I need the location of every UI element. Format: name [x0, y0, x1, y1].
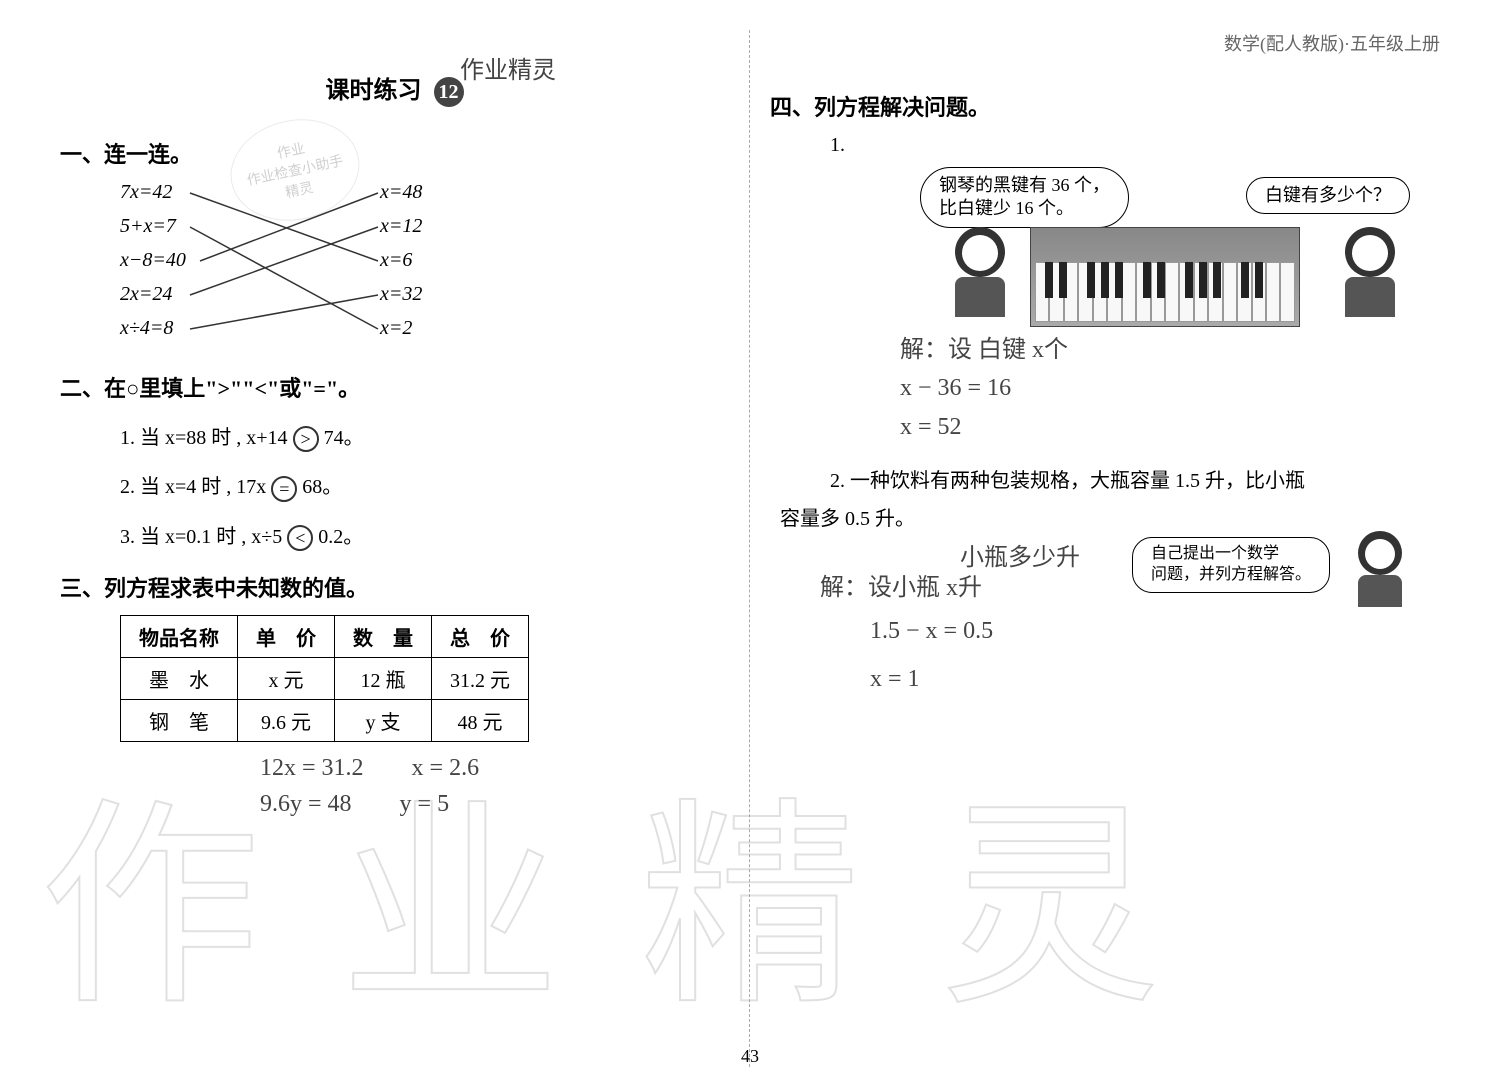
table-header-cell: 物品名称: [121, 616, 238, 658]
handwritten-line: x = 1: [870, 655, 1440, 703]
compare-pre: 1. 当 x=88 时 , x+14: [120, 427, 293, 449]
piano-black-key: [1143, 262, 1151, 298]
q4-p2-text-a: 2. 一种饮料有两种包装规格，大瓶容量 1.5 升，比小瓶: [830, 466, 1440, 496]
piano-black-key: [1115, 262, 1123, 298]
match-left-eq: 7x=42: [120, 181, 172, 204]
boy-icon: [1330, 227, 1410, 327]
table-cell: y 支: [335, 700, 432, 742]
handwritten-line: x − 36 = 16: [900, 369, 1440, 407]
q4-problem-1: 1. 钢琴的黑键有 36 个，比白键少 16 个。 白键有多少个？ 解：设 白键…: [790, 134, 1440, 446]
piano-image: [1030, 227, 1300, 327]
match-left-eq: 5+x=7: [120, 215, 176, 238]
table-cell: 12 瓶: [335, 658, 432, 700]
table-cell: 9.6 元: [238, 700, 335, 742]
section-3-handwork: 12x = 31.2 x = 2.69.6y = 48 y = 5: [260, 750, 729, 822]
match-left-eq: x−8=40: [120, 249, 186, 272]
q4-p1-figure: 钢琴的黑键有 36 个，比白键少 16 个。 白键有多少个？: [790, 147, 1440, 327]
compare-post: 68。: [297, 476, 342, 498]
match-left-eq: 2x=24: [120, 283, 172, 306]
section-4-heading: 四、列方程解决问题。: [770, 90, 1440, 122]
table-header-cell: 数 量: [335, 616, 432, 658]
piano-white-key: [1165, 262, 1179, 322]
compare-post: 74。: [319, 427, 364, 449]
handwritten-line: x = 52: [900, 408, 1440, 446]
q4-problem-2: 2. 一种饮料有两种包装规格，大瓶容量 1.5 升，比小瓶 容量多 0.5 升。…: [770, 466, 1440, 703]
handwritten-line: 12x = 31.2 x = 2.6: [260, 750, 729, 786]
compare-pre: 3. 当 x=0.1 时 , x÷5: [120, 526, 287, 548]
table-cell: 48 元: [432, 700, 529, 742]
girl-icon: [1340, 531, 1420, 607]
section-3-table: 物品名称单 价数 量总 价 墨 水x 元12 瓶31.2 元钢 笔9.6 元y …: [120, 615, 529, 742]
section-2-list: 1. 当 x=88 时 , x+14 > 74。 2. 当 x=4 时 , 17x…: [120, 421, 729, 551]
q4-p1-handwork: 解：设 白键 x个x − 36 = 16x = 52: [900, 331, 1440, 446]
piano-black-key: [1213, 262, 1221, 298]
table-cell: 墨 水: [121, 658, 238, 700]
piano-black-key: [1087, 262, 1095, 298]
compare-item: 1. 当 x=88 时 , x+14 > 74。: [120, 421, 729, 452]
piano-white-key: [1280, 262, 1294, 322]
piano-white-key: [1122, 262, 1136, 322]
compare-pre: 2. 当 x=4 时 , 17x: [120, 476, 271, 498]
handwritten-line: 解：设 白键 x个: [900, 331, 1440, 369]
speech-bubble-question: 白键有多少个？: [1246, 177, 1410, 214]
speech-bubble-black-keys: 钢琴的黑键有 36 个，比白键少 16 个。: [920, 167, 1129, 228]
piano-black-key: [1255, 262, 1263, 298]
piano-black-key: [1101, 262, 1109, 298]
compare-post: 0.2。: [313, 526, 363, 548]
section-1-heading: 一、连一连。: [60, 137, 729, 169]
compare-answer-circle: =: [271, 476, 297, 502]
right-column: 四、列方程解决问题。 1. 钢琴的黑键有 36 个，比白键少 16 个。 白键有…: [750, 30, 1460, 1067]
lesson-number-badge: 12: [434, 77, 464, 107]
piano-black-key: [1059, 262, 1067, 298]
match-right-eq: x=6: [380, 249, 412, 272]
piano-black-key: [1185, 262, 1193, 298]
table-row: 墨 水x 元12 瓶31.2 元: [121, 658, 529, 700]
matching-area: 7x=42 5+x=7 x−8=40 2x=24 x÷4=8 x=48 x=12 x=6 x=…: [120, 181, 729, 351]
speech-bubble-prompt: 自己提出一个数学问题，并列方程解答。: [1132, 537, 1330, 593]
piano-black-key: [1045, 262, 1053, 298]
compare-answer-circle: >: [293, 426, 319, 452]
table-header-cell: 总 价: [432, 616, 529, 658]
section-2-heading: 二、在○里填上">""<"或"="。: [60, 371, 729, 403]
piano-black-key: [1157, 262, 1165, 298]
match-right-eq: x=12: [380, 215, 422, 238]
lesson-title: 课时练习 12: [60, 70, 729, 107]
piano-white-key: [1266, 262, 1280, 322]
match-right-eq: x=32: [380, 283, 422, 306]
girl-icon: [940, 227, 1020, 327]
q4-p2-work-line: 解：设小瓶 x升: [820, 567, 982, 602]
lesson-title-text: 课时练习: [326, 78, 422, 104]
section-3-heading: 三、列方程求表中未知数的值。: [60, 571, 729, 603]
piano-white-key: [1223, 262, 1237, 322]
piano-black-key: [1241, 262, 1249, 298]
handwritten-line: 9.6y = 48 y = 5: [260, 786, 729, 822]
match-right-eq: x=48: [380, 181, 422, 204]
table-header-cell: 单 价: [238, 616, 335, 658]
page-number: 43: [741, 1046, 759, 1067]
piano-black-key: [1199, 262, 1207, 298]
table-cell: x 元: [238, 658, 335, 700]
compare-item: 2. 当 x=4 时 , 17x = 68。: [120, 470, 729, 501]
compare-item: 3. 当 x=0.1 时 , x÷5 < 0.2。: [120, 520, 729, 551]
table-row: 钢 笔9.6 元y 支48 元: [121, 700, 529, 742]
q4-p2-handwork: 1.5 − x = 0.5x = 1: [870, 607, 1440, 703]
table-cell: 31.2 元: [432, 658, 529, 700]
compare-answer-circle: <: [287, 525, 313, 551]
left-column: 课时练习 12 作业 作业检查小助手 精灵 一、连一连。 7x=425+x=7x…: [40, 30, 750, 1067]
match-left-eq: x÷4=8: [120, 317, 173, 340]
table-cell: 钢 笔: [121, 700, 238, 742]
q4-p2-text-b: 容量多 0.5 升。: [780, 502, 1440, 531]
match-right-eq: x=2: [380, 317, 412, 340]
handwritten-line: 1.5 − x = 0.5: [870, 607, 1440, 655]
